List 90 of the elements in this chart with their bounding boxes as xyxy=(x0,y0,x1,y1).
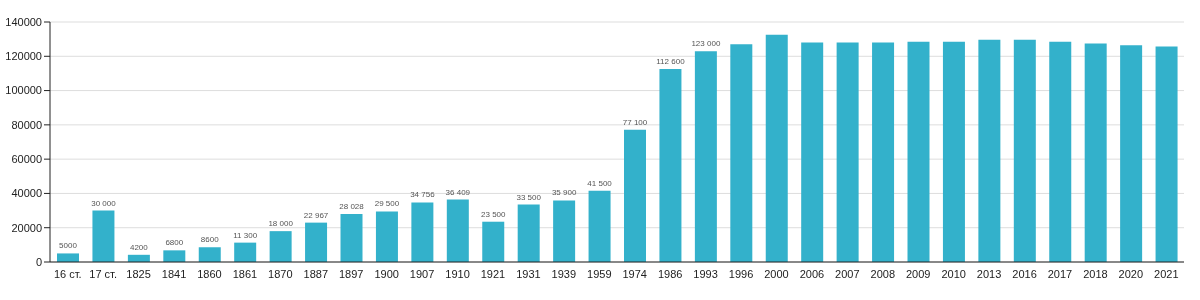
bar xyxy=(1120,45,1143,262)
bar xyxy=(517,204,540,262)
data-label: 123 000 xyxy=(691,39,721,49)
data-label: 33 500 xyxy=(516,192,542,202)
data-label: 6800 xyxy=(165,238,184,248)
bar xyxy=(659,68,682,262)
x-tick-label: 1860 xyxy=(197,267,222,280)
bar xyxy=(163,250,186,262)
x-tick-label: 1931 xyxy=(516,267,541,280)
bar xyxy=(446,199,469,262)
data-label: 11 300 xyxy=(233,230,258,240)
x-tick-label: 1907 xyxy=(409,267,435,280)
data-label: 112 600 xyxy=(656,56,686,66)
data-label: 29 500 xyxy=(374,199,400,209)
x-tick-label: 16 ст. xyxy=(53,267,82,280)
bar xyxy=(1155,46,1178,262)
bar xyxy=(305,222,328,262)
x-tick-label: 1910 xyxy=(445,267,470,280)
x-tick-label: 1939 xyxy=(551,267,577,280)
bar xyxy=(482,221,505,262)
bar xyxy=(1013,39,1036,262)
x-tick-label: 2021 xyxy=(1154,267,1179,280)
x-tick-label: 2000 xyxy=(764,267,789,280)
x-tick-label: 2009 xyxy=(905,267,931,280)
y-tick-label: 0 xyxy=(35,255,42,268)
bar xyxy=(411,202,434,262)
x-tick-label: 1841 xyxy=(161,267,187,280)
bar xyxy=(942,41,965,262)
x-tick-label: 1996 xyxy=(728,267,754,280)
bar xyxy=(588,190,611,262)
x-tick-label: 2007 xyxy=(835,267,860,280)
data-label: 4200 xyxy=(129,242,149,252)
bar xyxy=(340,213,363,262)
bar xyxy=(730,44,753,262)
bar xyxy=(624,129,646,262)
bar xyxy=(92,210,115,262)
bar xyxy=(375,211,398,262)
x-tick-label: 1887 xyxy=(303,267,329,280)
x-tick-label: 2018 xyxy=(1083,267,1108,280)
data-label: 5000 xyxy=(59,241,78,251)
bar xyxy=(57,253,79,262)
x-tick-label: 1974 xyxy=(622,267,647,280)
data-label: 35 900 xyxy=(551,188,577,198)
data-label: 77 100 xyxy=(622,117,648,127)
x-tick-label: 1959 xyxy=(587,267,612,280)
x-tick-label: 17 ст. xyxy=(89,267,117,280)
x-tick-label: 1861 xyxy=(232,267,258,280)
bar xyxy=(1049,41,1072,262)
data-label: 34 756 xyxy=(410,190,436,200)
y-tick-label: 80000 xyxy=(11,118,42,131)
y-tick-label: 140000 xyxy=(5,15,42,28)
x-tick-label: 1993 xyxy=(693,267,718,280)
x-tick-label: 2013 xyxy=(976,267,1002,280)
x-tick-label: 1986 xyxy=(657,267,683,280)
y-tick-label: 20000 xyxy=(11,221,42,234)
bar xyxy=(978,39,1001,262)
y-tick-label: 100000 xyxy=(5,84,42,97)
y-tick-label: 60000 xyxy=(11,153,42,166)
bar xyxy=(907,41,930,262)
x-tick-label: 1870 xyxy=(268,267,293,280)
y-tick-label: 40000 xyxy=(11,187,42,200)
x-tick-label: 1921 xyxy=(480,267,506,280)
bar xyxy=(269,231,292,262)
bar xyxy=(234,242,257,262)
y-tick-label: 120000 xyxy=(5,50,42,63)
x-tick-label: 1825 xyxy=(126,267,151,280)
data-label: 18 000 xyxy=(268,219,294,229)
bar xyxy=(801,42,824,262)
bar xyxy=(1084,43,1107,262)
bar xyxy=(836,42,859,262)
x-tick-label: 1900 xyxy=(374,267,399,280)
x-tick-label: 2008 xyxy=(870,267,896,280)
data-label: 8600 xyxy=(200,235,220,245)
bar xyxy=(553,200,576,262)
x-tick-label: 2020 xyxy=(1118,267,1144,280)
data-label: 41 500 xyxy=(587,178,613,188)
data-label: 36 409 xyxy=(445,187,471,197)
bar xyxy=(694,51,717,262)
bar xyxy=(198,247,221,262)
x-tick-label: 1897 xyxy=(338,267,364,280)
bar xyxy=(765,34,788,262)
data-label: 22 967 xyxy=(303,210,329,220)
x-tick-label: 2006 xyxy=(799,267,825,280)
x-tick-label: 2010 xyxy=(941,267,966,280)
x-tick-label: 2017 xyxy=(1047,267,1073,280)
data-label: 30 000 xyxy=(91,198,117,208)
bar xyxy=(872,42,895,262)
data-label: 28 028 xyxy=(339,201,365,211)
x-tick-label: 2016 xyxy=(1012,267,1037,280)
data-label: 23 500 xyxy=(481,209,507,219)
